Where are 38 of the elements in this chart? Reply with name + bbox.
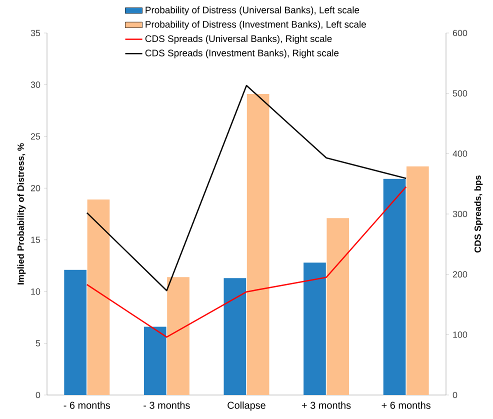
- y-tick-label: 5: [36, 340, 40, 346]
- y2-tick-label: 500: [452, 90, 468, 97]
- bar: [144, 326, 166, 395]
- y2-tick-label: 0: [452, 392, 458, 398]
- y-axis-title: Implied Probability of Distress, %: [17, 143, 26, 284]
- bar: [406, 166, 429, 395]
- y-tick-label: 35: [30, 30, 40, 36]
- bar: [64, 270, 86, 395]
- bar: [224, 278, 246, 395]
- y-tick-label: 20: [30, 184, 40, 192]
- x-tick-label: Collapse: [228, 402, 266, 411]
- legend-label: Probability of Distress (Investment Banks), Left scale: [146, 20, 366, 30]
- y2-axis-title: CDS Spreads, bps: [474, 176, 483, 252]
- y-tick-label: 30: [30, 82, 40, 88]
- y2-tick-label: 300: [452, 210, 468, 218]
- bar: [383, 178, 406, 395]
- y2-tick-label: 600: [452, 30, 468, 36]
- x-tick-label: + 3 months: [302, 402, 351, 409]
- bar: [246, 94, 270, 395]
- y2-tick-label: 400: [452, 150, 468, 157]
- legend-label: Probability of Distress (Universal Banks), Left scale: [146, 6, 360, 16]
- line-series: [86, 84, 407, 292]
- legend-label: CDS Spreads (Universal Banks), Right scale: [145, 35, 332, 44]
- y-tick-label: 25: [30, 133, 40, 140]
- y-tick-label: 15: [31, 236, 40, 243]
- bar: [326, 218, 350, 395]
- legend-label: CDS Spreads (Investment Banks), Right scale: [145, 49, 339, 58]
- line-series: [86, 186, 407, 338]
- y-tick-label: 0: [36, 392, 40, 398]
- y-tick-label: 10: [31, 288, 40, 295]
- x-tick-label: + 6 months: [382, 402, 431, 409]
- x-tick-label: - 3 months: [144, 402, 190, 409]
- bar: [167, 277, 190, 395]
- y2-tick-label: 200: [452, 271, 468, 278]
- bar: [304, 262, 326, 395]
- bar: [87, 200, 110, 395]
- y2-tick-label: 100: [453, 331, 468, 338]
- x-tick-label: - 6 months: [64, 402, 110, 409]
